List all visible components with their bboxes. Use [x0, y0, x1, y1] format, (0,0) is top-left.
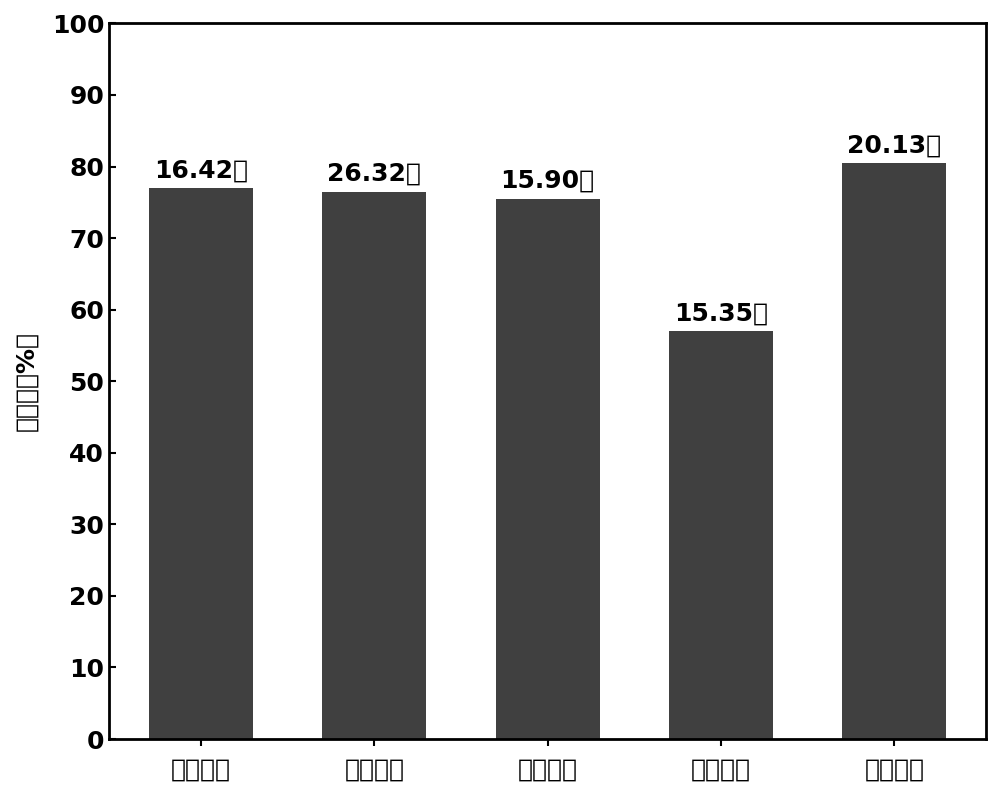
Text: 15.90秒: 15.90秒 [501, 169, 595, 193]
Y-axis label: 收缩率（%）: 收缩率（%） [14, 332, 38, 431]
Text: 15.35秒: 15.35秒 [674, 301, 768, 325]
Text: 16.42秒: 16.42秒 [154, 158, 248, 182]
Bar [842, 163, 946, 739]
Bar [149, 188, 253, 739]
Bar [322, 192, 426, 739]
Bar [496, 199, 600, 739]
Text: 20.13秒: 20.13秒 [847, 134, 941, 157]
Text: 26.32秒: 26.32秒 [327, 162, 421, 186]
Bar [669, 332, 773, 739]
